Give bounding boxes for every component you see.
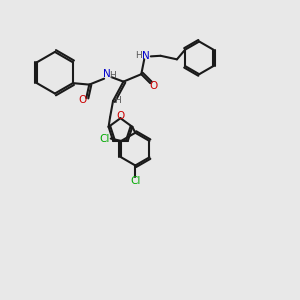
Text: N: N: [103, 69, 110, 79]
Text: Cl: Cl: [130, 176, 140, 186]
Text: H: H: [109, 70, 116, 80]
Text: O: O: [116, 111, 124, 121]
Text: Cl: Cl: [100, 134, 110, 144]
Text: H: H: [114, 96, 121, 105]
Text: O: O: [150, 81, 158, 91]
Text: N: N: [142, 51, 150, 61]
Text: H: H: [136, 51, 142, 60]
Text: O: O: [79, 95, 87, 105]
